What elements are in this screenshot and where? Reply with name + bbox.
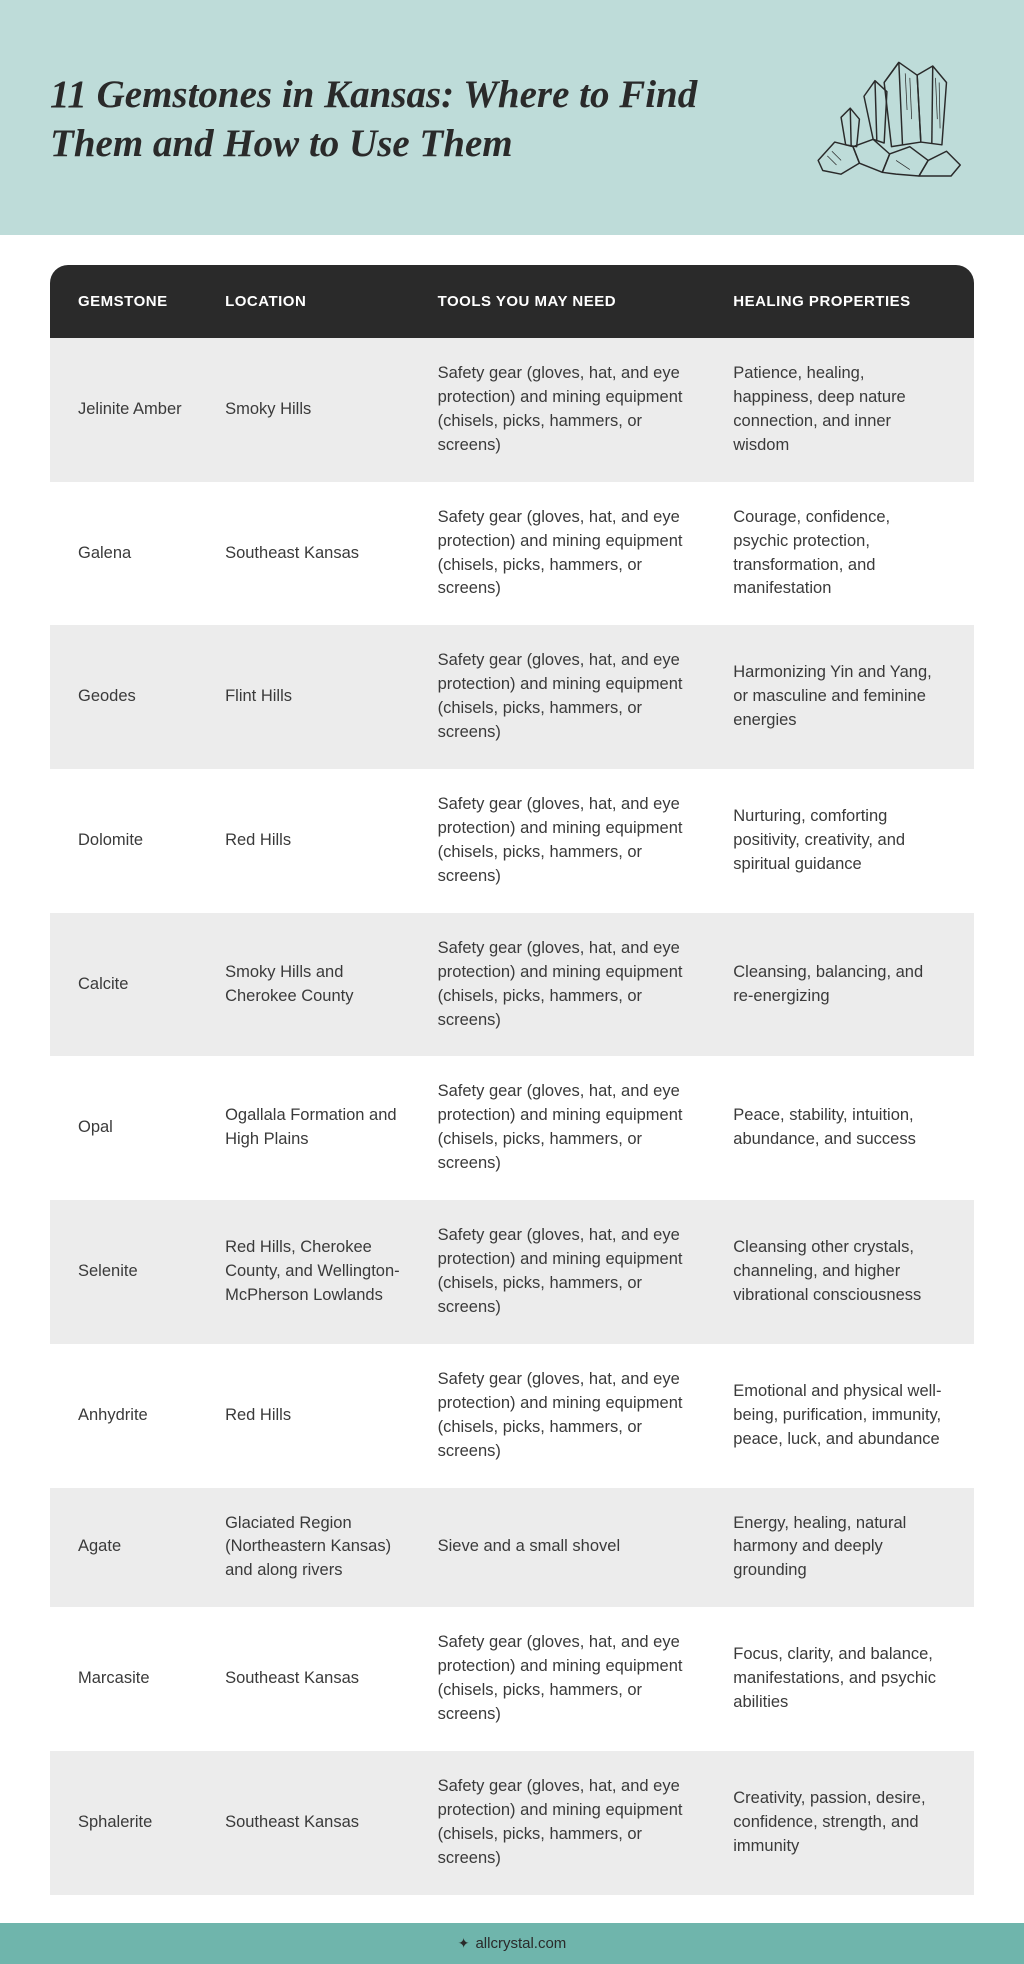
cell-healing: Cleansing other crystals, channeling, an…: [715, 1200, 974, 1344]
cell-gemstone: Galena: [50, 482, 207, 626]
table-row: GeodesFlint HillsSafety gear (gloves, ha…: [50, 625, 974, 769]
cell-healing: Harmonizing Yin and Yang, or masculine a…: [715, 625, 974, 769]
cell-tools: Safety gear (gloves, hat, and eye protec…: [420, 338, 716, 482]
cell-tools: Safety gear (gloves, hat, and eye protec…: [420, 1056, 716, 1200]
cell-location: Flint Hills: [207, 625, 420, 769]
col-header-healing: HEALING PROPERTIES: [715, 265, 974, 338]
table-row: MarcasiteSoutheast KansasSafety gear (gl…: [50, 1607, 974, 1751]
table-row: AgateGlaciated Region (Northeastern Kans…: [50, 1488, 974, 1608]
cell-tools: Safety gear (gloves, hat, and eye protec…: [420, 625, 716, 769]
cell-healing: Patience, healing, happiness, deep natur…: [715, 338, 974, 482]
cell-location: Smoky Hills: [207, 338, 420, 482]
crystal-illustration-icon: [809, 55, 974, 185]
cell-gemstone: Selenite: [50, 1200, 207, 1344]
table-row: SeleniteRed Hills, Cherokee County, and …: [50, 1200, 974, 1344]
cell-tools: Safety gear (gloves, hat, and eye protec…: [420, 1607, 716, 1751]
gemstone-table: GEMSTONE LOCATION TOOLS YOU MAY NEED HEA…: [50, 265, 974, 1895]
cell-healing: Energy, healing, natural harmony and dee…: [715, 1488, 974, 1608]
table-row: OpalOgallala Formation and High PlainsSa…: [50, 1056, 974, 1200]
cell-healing: Nurturing, comforting positivity, creati…: [715, 769, 974, 913]
cell-location: Glaciated Region (Northeastern Kansas) a…: [207, 1488, 420, 1608]
cell-gemstone: Sphalerite: [50, 1751, 207, 1895]
cell-gemstone: Agate: [50, 1488, 207, 1608]
sparkle-icon: ✦: [458, 1935, 470, 1952]
cell-location: Red Hills: [207, 1344, 420, 1488]
table-row: AnhydriteRed HillsSafety gear (gloves, h…: [50, 1344, 974, 1488]
cell-gemstone: Geodes: [50, 625, 207, 769]
page-title: 11 Gemstones in Kansas: Where to Find Th…: [50, 71, 770, 169]
cell-gemstone: Opal: [50, 1056, 207, 1200]
footer-text: allcrystal.com: [475, 1935, 566, 1952]
content-area: GEMSTONE LOCATION TOOLS YOU MAY NEED HEA…: [0, 235, 1024, 1895]
table-row: GalenaSoutheast KansasSafety gear (glove…: [50, 482, 974, 626]
cell-location: Southeast Kansas: [207, 482, 420, 626]
cell-location: Southeast Kansas: [207, 1607, 420, 1751]
cell-tools: Sieve and a small shovel: [420, 1488, 716, 1608]
cell-tools: Safety gear (gloves, hat, and eye protec…: [420, 769, 716, 913]
cell-location: Red Hills, Cherokee County, and Wellingt…: [207, 1200, 420, 1344]
cell-gemstone: Dolomite: [50, 769, 207, 913]
cell-gemstone: Anhydrite: [50, 1344, 207, 1488]
table-row: SphaleriteSoutheast KansasSafety gear (g…: [50, 1751, 974, 1895]
table-body: Jelinite AmberSmoky HillsSafety gear (gl…: [50, 338, 974, 1895]
cell-healing: Peace, stability, intuition, abundance, …: [715, 1056, 974, 1200]
table-row: Jelinite AmberSmoky HillsSafety gear (gl…: [50, 338, 974, 482]
table-header: GEMSTONE LOCATION TOOLS YOU MAY NEED HEA…: [50, 265, 974, 338]
col-header-gemstone: GEMSTONE: [50, 265, 207, 338]
cell-gemstone: Marcasite: [50, 1607, 207, 1751]
col-header-tools: TOOLS YOU MAY NEED: [420, 265, 716, 338]
page-header: 11 Gemstones in Kansas: Where to Find Th…: [0, 0, 1024, 235]
cell-tools: Safety gear (gloves, hat, and eye protec…: [420, 1200, 716, 1344]
page-footer: ✦ allcrystal.com: [0, 1923, 1024, 1964]
cell-location: Ogallala Formation and High Plains: [207, 1056, 420, 1200]
cell-healing: Cleansing, balancing, and re-energizing: [715, 913, 974, 1057]
cell-tools: Safety gear (gloves, hat, and eye protec…: [420, 482, 716, 626]
col-header-location: LOCATION: [207, 265, 420, 338]
cell-tools: Safety gear (gloves, hat, and eye protec…: [420, 913, 716, 1057]
cell-gemstone: Jelinite Amber: [50, 338, 207, 482]
cell-location: Smoky Hills and Cherokee County: [207, 913, 420, 1057]
cell-healing: Courage, confidence, psychic protection,…: [715, 482, 974, 626]
table-row: DolomiteRed HillsSafety gear (gloves, ha…: [50, 769, 974, 913]
cell-healing: Creativity, passion, desire, confidence,…: [715, 1751, 974, 1895]
cell-healing: Emotional and physical well-being, purif…: [715, 1344, 974, 1488]
table-row: CalciteSmoky Hills and Cherokee CountySa…: [50, 913, 974, 1057]
cell-location: Red Hills: [207, 769, 420, 913]
cell-gemstone: Calcite: [50, 913, 207, 1057]
cell-healing: Focus, clarity, and balance, manifestati…: [715, 1607, 974, 1751]
cell-tools: Safety gear (gloves, hat, and eye protec…: [420, 1751, 716, 1895]
cell-tools: Safety gear (gloves, hat, and eye protec…: [420, 1344, 716, 1488]
cell-location: Southeast Kansas: [207, 1751, 420, 1895]
